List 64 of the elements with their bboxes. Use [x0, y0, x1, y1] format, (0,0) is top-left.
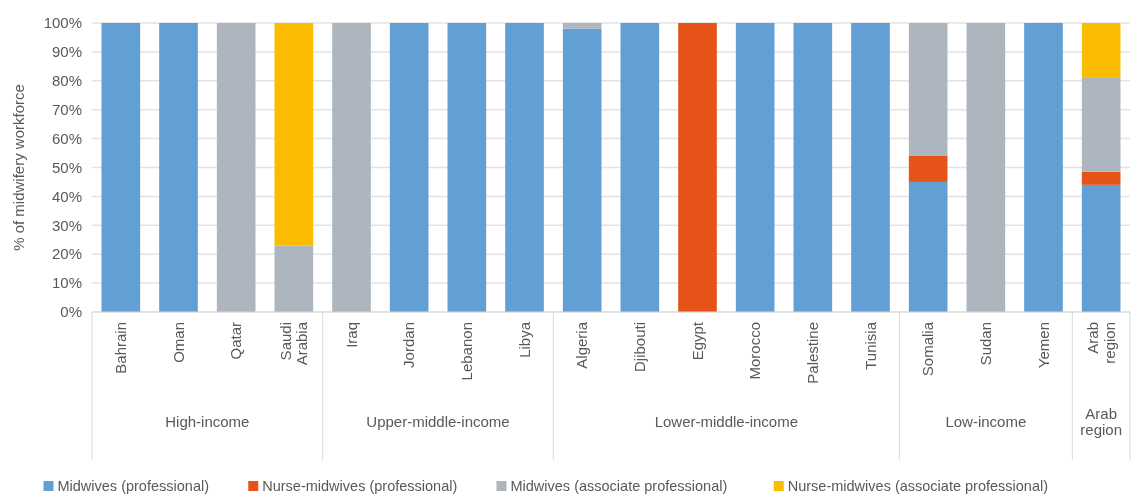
bar [332, 23, 371, 312]
bar [678, 23, 717, 312]
x-tick-label: Qatar [227, 322, 245, 360]
x-tick-label: Iraq [342, 322, 360, 348]
bar [216, 23, 256, 312]
text: High-income [165, 413, 250, 430]
text: Low-income [945, 413, 1027, 430]
bar [1081, 23, 1121, 78]
x-tick-label: Bahrain [112, 322, 130, 374]
x-tick-label: Jordan [400, 322, 418, 368]
bar [505, 23, 544, 312]
x-tick-label: Sudan [977, 322, 995, 366]
text: Arab region [1080, 404, 1123, 439]
legend-label: Nurse-midwives (professional) [262, 478, 458, 494]
bar [389, 23, 429, 312]
bar [908, 23, 948, 156]
bar [101, 23, 141, 312]
bar [159, 23, 198, 312]
x-tick-label: Saudi Arabia [276, 321, 311, 366]
y-tick-label: 10% [51, 274, 82, 292]
legend-label: Midwives (professional) [57, 478, 209, 494]
y-tick-label: 70% [51, 100, 82, 118]
x-tick-label: Somalia [919, 321, 937, 377]
x-tick-label: Libya [515, 321, 533, 358]
x-tick-label: Tunisia [861, 321, 879, 370]
x-tick-label: Algeria [573, 321, 591, 369]
bar [908, 155, 948, 182]
bar [851, 23, 890, 312]
y-tick-label: 90% [51, 43, 82, 61]
bar [620, 23, 660, 312]
y-tick-label: 0% [60, 303, 82, 321]
bar [1081, 171, 1121, 185]
x-tick-label: Morocco [746, 322, 764, 380]
y-tick-label: 40% [51, 187, 82, 205]
bar [793, 23, 833, 312]
bar [562, 23, 602, 29]
y-tick-label: 30% [51, 216, 82, 234]
text: Upper-middle-income [366, 413, 510, 430]
bar [966, 23, 1006, 312]
y-tick-label: 50% [51, 158, 82, 176]
bar [1024, 23, 1063, 312]
x-tick-label: Egypt [688, 321, 706, 361]
bar [274, 23, 314, 246]
x-tick-label: Oman [169, 322, 187, 363]
bar [274, 245, 314, 312]
bar [908, 181, 948, 312]
x-tick-label: Lebanon [458, 322, 476, 381]
bar [562, 28, 602, 312]
y-tick-label: 100% [43, 14, 82, 32]
y-tick-label: 60% [51, 129, 82, 147]
x-tick-label: Palestine [804, 322, 822, 384]
bar [447, 23, 487, 312]
y-tick-label: 20% [51, 245, 82, 263]
y-axis-title: % of midwifery workforce [10, 84, 27, 251]
y-tick-label: 80% [51, 72, 82, 90]
bar [1081, 77, 1121, 172]
x-tick-label: Yemen [1034, 322, 1052, 369]
x-tick-label: Arab region [1084, 322, 1118, 364]
bar [1081, 184, 1121, 312]
legend-label: Nurse-midwives (associate professional) [787, 478, 1049, 494]
text: Lower-middle-income [654, 413, 799, 430]
x-tick-label: Djibouti [631, 322, 649, 373]
bar [735, 23, 775, 312]
legend-label: Midwives (associate professional) [510, 478, 728, 494]
